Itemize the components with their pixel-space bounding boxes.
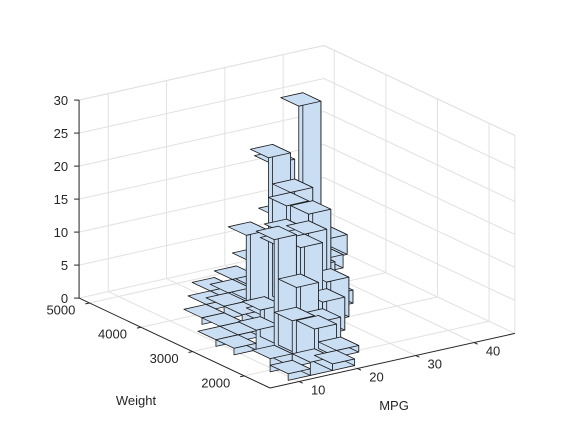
z-tick-label: 10	[54, 225, 68, 240]
y-tick-label: 5000	[46, 302, 75, 317]
y-axis-line	[78, 297, 271, 389]
grid-line	[323, 210, 516, 301]
x-tick	[473, 342, 478, 345]
z-tick-label: 25	[54, 126, 68, 141]
z-tick-label: 15	[54, 192, 68, 207]
x-tick-label: 20	[369, 370, 383, 385]
x-tick	[357, 368, 362, 371]
bar	[255, 225, 297, 359]
grid-line	[78, 45, 325, 101]
bar	[269, 359, 311, 381]
x-tick	[298, 381, 303, 384]
x-axis-label: MPG	[379, 398, 409, 413]
bar-top-face	[268, 192, 310, 207]
bar-top-face	[269, 359, 311, 375]
bar-top-face	[272, 178, 314, 193]
y-tick-label: 2000	[201, 375, 230, 390]
x-tick	[415, 355, 420, 358]
z-tick-label: 0	[61, 291, 68, 306]
bar-top-face	[255, 225, 297, 241]
bar-top-face	[318, 336, 360, 351]
bar-top-face	[290, 200, 332, 215]
bar-top-face	[280, 92, 322, 107]
z-tick-label: 20	[54, 159, 68, 174]
bar-top-face	[215, 334, 257, 349]
bar-top-face	[251, 344, 293, 360]
x-tick-label: 40	[486, 344, 500, 359]
bar-top-face	[295, 315, 337, 330]
bar-top-face	[273, 306, 315, 322]
grid-line	[323, 144, 516, 235]
grid-line	[323, 177, 516, 268]
grid-line	[323, 111, 516, 202]
x-tick-label: 30	[428, 357, 442, 372]
y-tick	[188, 351, 193, 353]
bar-top-face	[277, 273, 319, 288]
grid-line	[108, 291, 300, 382]
grid-line	[78, 78, 325, 134]
z-tick-label: 30	[54, 93, 68, 108]
bar	[237, 316, 279, 351]
grid-line	[323, 45, 516, 136]
bar-top-face	[286, 220, 328, 235]
bar	[318, 336, 360, 358]
bar-top-face	[237, 316, 279, 331]
z-tick-label: 5	[61, 258, 68, 273]
y-tick-label: 3000	[150, 351, 179, 366]
y-tick	[85, 302, 90, 305]
y-tick	[240, 375, 245, 378]
grid-line	[323, 243, 516, 334]
grid-line	[323, 78, 516, 169]
y-tick	[136, 326, 142, 329]
bar	[314, 350, 356, 371]
bar-top-face	[209, 278, 251, 294]
bar-top-face	[249, 143, 291, 159]
x-tick-label: 10	[311, 383, 325, 398]
y-axis-label: Weight	[116, 393, 157, 408]
y-tick-label: 4000	[98, 327, 127, 342]
bar-top-face	[314, 350, 356, 365]
bars	[183, 92, 360, 381]
